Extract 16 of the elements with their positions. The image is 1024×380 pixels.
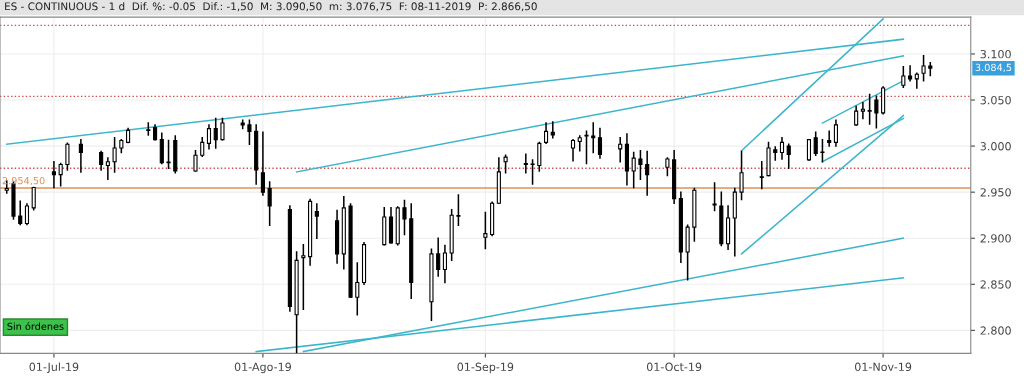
x-tick-label: 01-Jul-19 [29, 362, 79, 374]
x-tick-label: 01-Oct-19 [646, 362, 702, 372]
y-tick-label: 3.100 [980, 49, 1011, 59]
y-tick-label: 3.000 [980, 142, 1011, 151]
x-tick-label: 01-Ago-19 [234, 362, 291, 374]
ref-line-label: 2.954,50 [2, 176, 45, 186]
y-tick-label: 2.900 [980, 234, 1011, 243]
y-tick-label: 3.050 [980, 96, 1011, 105]
annotation: Sin órdenes [7, 322, 64, 330]
x-tick-label: 01-Sep-19 [457, 362, 514, 374]
y-tick-label: 2.950 [980, 188, 1011, 197]
y-tick-label: 2.850 [980, 280, 1011, 289]
y-tick-label: 2.800 [980, 326, 1011, 335]
text: 3.084,5 [975, 63, 1012, 73]
chart-title: ES - CONTINUOUS - 1 d Dif. %: -0.05 Dif.: -1,50 M: 3.090,50 m: 3.076,75 F: 08-11-2019 P: 2.866,50 [5, 2, 537, 12]
x-tick-label: 01-Nov-19 [855, 362, 912, 372]
